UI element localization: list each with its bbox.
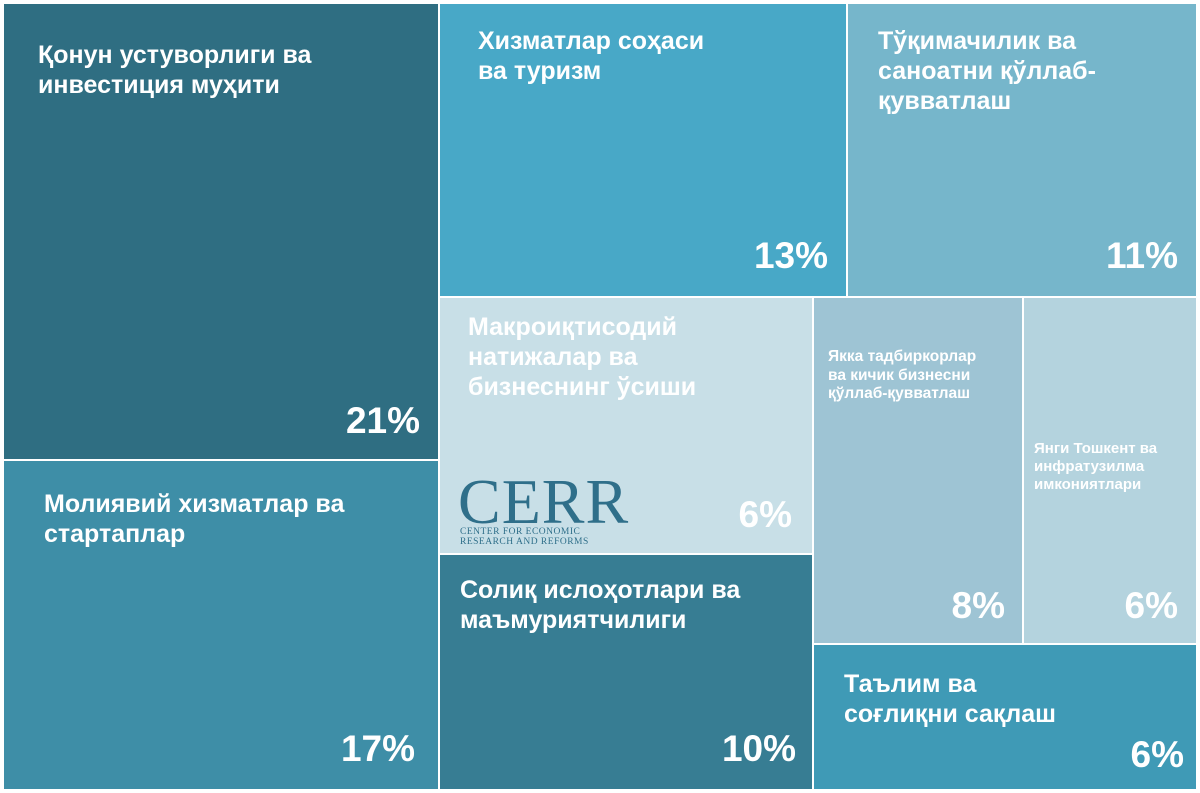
treemap-tile: Макроиқтисодий натижалар ва бизнеснинг ў… [440, 298, 812, 553]
treemap-tile: Таълим ва соғлиқни сақлаш 6% [814, 645, 1196, 789]
tile-label: Қонун устуворлиги ва инвестиция муҳити [38, 41, 312, 99]
tile-value: 10% [721, 728, 796, 769]
tile-label: Янги Тошкент ва инфратузилма имкониятлар… [1034, 440, 1158, 493]
tile-value: 11% [1105, 235, 1178, 276]
logo-subtitle: CENTER FOR ECONOMIC RESEARCH AND REFORMS [460, 527, 589, 547]
treemap-tile: Солиқ ислоҳотлари ва маъмуриятчилиги 10% [440, 555, 812, 789]
tile-value: 6% [1124, 585, 1178, 626]
tile-label: Солиқ ислоҳотлари ва маъмуриятчилиги [460, 576, 741, 634]
logo-subtitle-line1: CENTER FOR ECONOMIC [460, 527, 581, 537]
tile-label: Макроиқтисодий натижалар ва бизнеснинг ў… [468, 313, 697, 401]
tile-value: 17% [340, 728, 415, 769]
tile-value: 21% [345, 400, 420, 441]
logo-wordmark: CERR [458, 466, 630, 537]
tile-label: Таълим ва соғлиқни сақлаш [844, 670, 1057, 728]
treemap-tile: Қонун устуворлиги ва инвестиция муҳити 21… [4, 4, 438, 459]
cerr-logo: CERR CENTER FOR ECONOMIC RESEARCH AND RE… [458, 470, 658, 550]
treemap-tile: Якка тадбиркорлар ва кичик бизнесни қўлл… [814, 298, 1022, 643]
tile-label: Молиявий хизматлар ва стартаплар [44, 490, 345, 548]
tile-label: Якка тадбиркорлар ва кичик бизнесни қўлл… [828, 348, 977, 403]
logo-subtitle-line2: RESEARCH AND REFORMS [460, 537, 589, 547]
tile-value: 13% [753, 235, 828, 276]
tile-value: 6% [738, 494, 792, 535]
treemap-tile: Тўқимачилик ва саноатни қўллаб- қувватла… [848, 4, 1196, 296]
tile-label: Хизматлар соҳаси ва туризм [478, 27, 705, 85]
tile-value: 8% [951, 585, 1005, 626]
tile-label: Тўқимачилик ва саноатни қўллаб- қувватла… [878, 27, 1096, 115]
treemap-tile: Янги Тошкент ва инфратузилма имкониятлар… [1024, 298, 1196, 643]
treemap-tile: Хизматлар соҳаси ва туризм 13% [440, 4, 846, 296]
tile-value: 6% [1130, 734, 1184, 775]
treemap-tile: Молиявий хизматлар ва стартаплар 17% [4, 461, 438, 789]
